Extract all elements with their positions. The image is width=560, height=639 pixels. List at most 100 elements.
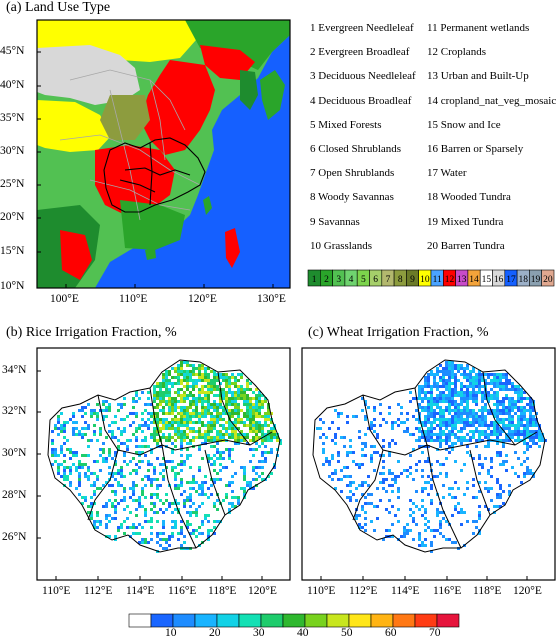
land-use-colorbar-label: 17 <box>506 275 516 285</box>
land-use-colorbar-label: 15 <box>482 275 492 285</box>
irrigation-colorbar-swatch <box>260 613 284 628</box>
lon-tick: 118°E <box>473 585 502 597</box>
land-use-legend-item: 8 Woody Savannas <box>310 191 394 204</box>
land-use-colorbar-label: 11 <box>433 275 442 285</box>
irrigation-colorbar-swatch <box>326 613 350 628</box>
irrigation-colorbar-swatch <box>194 613 218 628</box>
irrigation-colorbar-swatch <box>282 613 306 628</box>
irrigation-colorbar-swatch <box>436 613 460 628</box>
lat-tick: 28°N <box>2 489 27 501</box>
land-use-legend-item: 3 Deciduous Needleleaf <box>310 70 416 83</box>
land-use-legend-item: 4 Deciduous Broadleaf <box>310 94 412 107</box>
land-use-colorbar-label: 6 <box>373 275 378 285</box>
panel-b-title: (b) Rice Irrigation Fraction, % <box>6 325 177 340</box>
land-use-colorbar-label: 8 <box>398 275 403 285</box>
irrigation-colorbar-label: 20 <box>209 627 221 639</box>
lon-tick: 114°E <box>126 585 155 597</box>
land-use-legend-item: 7 Open Shrublands <box>310 167 395 180</box>
irrigation-colorbar-label: 50 <box>341 627 353 639</box>
land-use-legend-item: 6 Closed Shrublands <box>310 143 402 155</box>
irrigation-colorbar-swatch <box>348 613 372 628</box>
irrigation-colorbar-swatch <box>304 613 328 628</box>
lon-tick: 100°E <box>50 293 79 305</box>
lat-tick: 32°N <box>2 405 27 417</box>
land-use-colorbar-label: 18 <box>519 275 529 285</box>
irrigation-colorbar-swatch <box>216 613 240 628</box>
wheat-frame <box>301 347 556 581</box>
land-use-colorbar-label: 3 <box>336 275 341 285</box>
lon-tick: 120°E <box>513 585 542 597</box>
lat-tick: 45°N <box>0 45 25 57</box>
land-use-map <box>37 20 290 288</box>
land-use-colorbar-swatch <box>541 269 555 287</box>
land-use-legend-item: 9 Savannas <box>310 215 360 228</box>
land-use-colorbar-label: 12 <box>445 275 455 285</box>
land-use-legend-item: 12 Croplands <box>427 46 486 59</box>
lon-tick: 112°E <box>349 585 378 597</box>
irrigation-colorbar-swatch <box>414 613 438 628</box>
irrigation-colorbar-swatch <box>238 613 262 628</box>
irrigation-colorbar-swatch <box>150 613 174 628</box>
wheat-irrigation-map <box>312 359 547 553</box>
land-use-legend-item: 17 Water <box>427 167 467 180</box>
lon-tick: 110°E <box>42 585 71 597</box>
land-use-legend-item: 15 Snow and Ice <box>427 118 501 131</box>
lat-tick: 30°N <box>2 447 27 459</box>
land-use-colorbar-label: 20 <box>543 275 553 285</box>
lat-tick: 35°N <box>0 112 25 124</box>
irrigation-colorbar-swatch <box>370 613 394 628</box>
lat-tick: 10°N <box>0 280 25 292</box>
lat-tick: 20°N <box>0 211 25 223</box>
land-use-legend-item: 14 cropland_nat_veg_mosaic <box>427 94 557 107</box>
land-use-colorbar-label: 16 <box>494 275 504 285</box>
lon-tick: 114°E <box>391 585 420 597</box>
land-use-colorbar-label: 9 <box>410 275 415 285</box>
land-use-colorbar-label: 19 <box>531 275 541 285</box>
land-use-legend-item: 10 Grasslands <box>310 239 373 252</box>
land-use-colorbar-label: 2 <box>324 275 329 285</box>
lat-tick: 30°N <box>0 145 25 157</box>
lon-tick: 116°E <box>168 585 197 597</box>
irrigation-colorbar-swatch <box>392 613 416 628</box>
irrigation-colorbar-swatch <box>128 613 152 628</box>
land-use-legend-item: 11 Permanent wetlands <box>427 22 530 34</box>
land-use-colorbar-label: 4 <box>349 275 354 285</box>
land-use-legend-item: 1 Evergreen Needleleaf <box>310 22 414 34</box>
irrigation-colorbar-label: 10 <box>165 627 177 639</box>
irrigation-colorbar-label: 60 <box>385 627 397 639</box>
land-use-colorbar-label: 10 <box>420 275 430 285</box>
land-use-legend-item: 13 Urban and Built-Up <box>427 70 529 83</box>
lon-tick: 110°E <box>307 585 336 597</box>
lon-tick: 110°E <box>119 293 148 305</box>
land-use-legend-item: 5 Mixed Forests <box>310 118 382 131</box>
lon-tick: 118°E <box>208 585 237 597</box>
land-use-legend-item: 2 Evergreen Broadleaf <box>310 46 410 59</box>
lon-tick: 120°E <box>188 293 217 305</box>
lon-tick: 130°E <box>257 293 286 305</box>
irrigation-colorbar-label: 30 <box>253 627 265 639</box>
rice-irrigation-map <box>47 359 282 553</box>
irrigation-colorbar-label: 70 <box>429 627 441 639</box>
lon-tick: 120°E <box>248 585 277 597</box>
land-use-colorbar-label: 7 <box>386 275 391 285</box>
land-use-legend-item: 20 Barren Tundra <box>427 239 505 252</box>
irrigation-colorbar <box>128 613 460 628</box>
land-use-legend-item: 18 Wooded Tundra <box>427 191 511 204</box>
land-use-colorbar-label: 14 <box>469 275 479 285</box>
lat-tick: 40°N <box>0 79 25 91</box>
lat-tick: 25°N <box>0 178 25 190</box>
rice-frame <box>36 347 291 581</box>
land-use-colorbar-label: 5 <box>361 275 366 285</box>
panel-a-title: (a) Land Use Type <box>6 0 111 15</box>
land-use-colorbar: 1 2 3 4 5 6 7 8 9 10 11 12 13 14 15 16 17 18 19 20 <box>307 269 555 287</box>
lat-tick: 34°N <box>2 364 27 376</box>
lat-tick: 15°N <box>0 245 25 257</box>
land-use-legend-item: 19 Mixed Tundra <box>427 215 504 228</box>
lon-tick: 112°E <box>84 585 113 597</box>
irrigation-colorbar-label: 40 <box>297 627 309 639</box>
irrigation-colorbar-swatch <box>172 613 196 628</box>
land-use-colorbar-label: 13 <box>457 275 467 285</box>
land-use-legend-item: 16 Barren or Sparsely <box>427 143 524 155</box>
land-use-frame <box>36 19 291 289</box>
